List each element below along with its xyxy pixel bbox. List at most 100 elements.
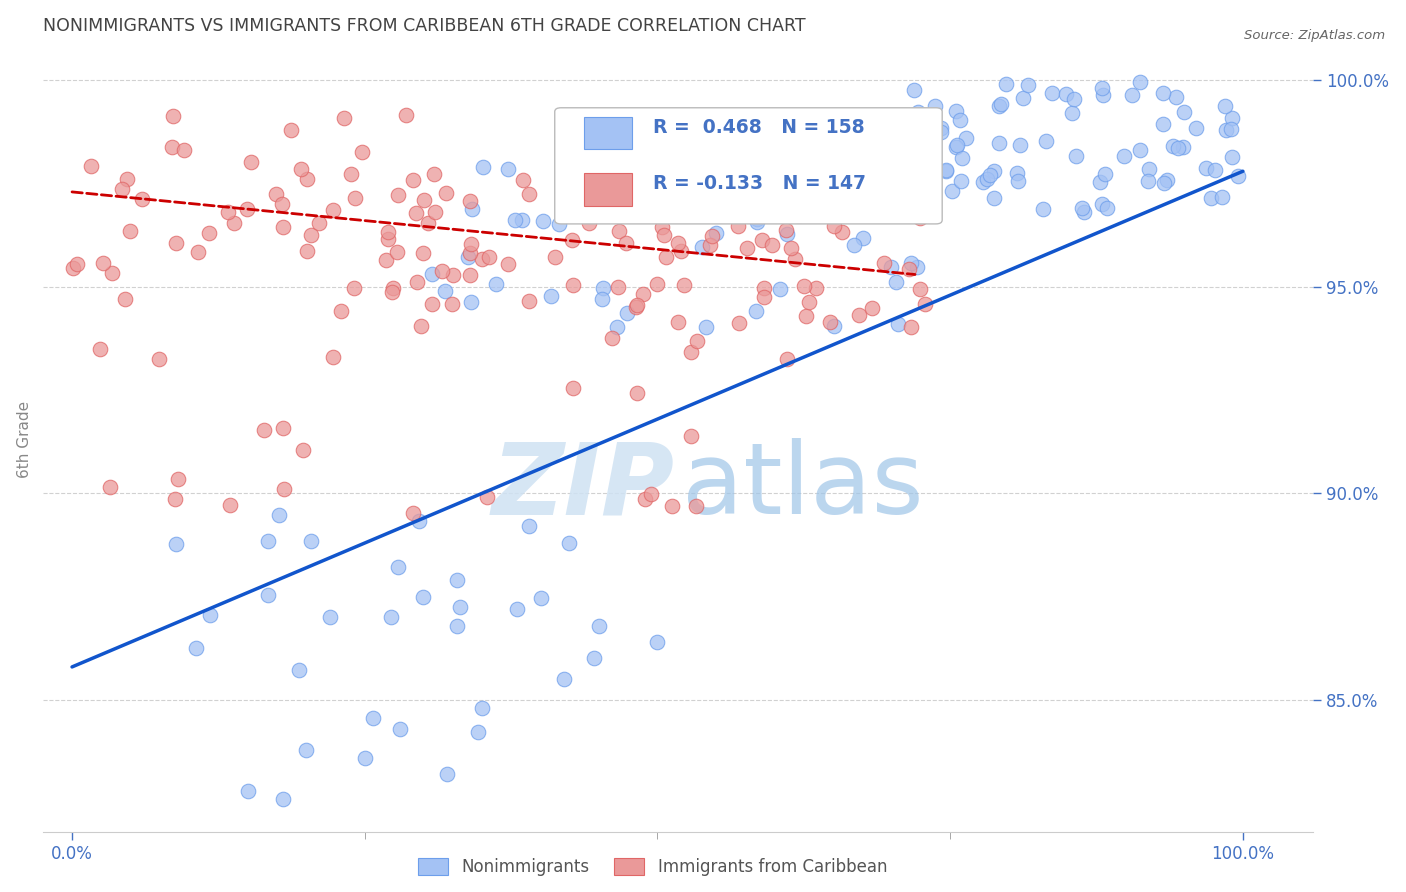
Point [1035, 134, 1057, 148]
Point [776, 352, 799, 367]
Point [596, 166, 619, 180]
Point [458, 194, 481, 208]
Point [679, 345, 702, 359]
Point [562, 277, 585, 292]
Point [1137, 161, 1160, 176]
Point [377, 232, 399, 246]
Point [848, 309, 870, 323]
Point [344, 191, 367, 205]
Text: ZIP: ZIP [491, 438, 673, 535]
Point [548, 217, 571, 231]
Point [1054, 87, 1077, 102]
Point [651, 219, 673, 234]
Point [921, 109, 943, 123]
Point [671, 244, 693, 258]
Point [901, 109, 924, 123]
Point [1136, 173, 1159, 187]
Point [852, 230, 875, 244]
Point [460, 236, 482, 251]
Point [685, 500, 707, 514]
Point [569, 207, 592, 221]
Point [1195, 161, 1218, 175]
Point [402, 173, 425, 187]
Point [583, 650, 606, 665]
Point [785, 252, 807, 267]
Point [111, 182, 134, 196]
Point [614, 236, 637, 251]
Point [616, 306, 638, 320]
Point [173, 143, 195, 157]
Point [186, 641, 208, 656]
Point [402, 506, 425, 520]
Point [1152, 86, 1174, 100]
Point [165, 537, 187, 551]
Point [318, 610, 340, 624]
Point [353, 751, 375, 765]
Point [240, 155, 263, 169]
Point [929, 121, 952, 136]
Point [395, 108, 418, 122]
Point [645, 277, 668, 292]
Point [728, 317, 751, 331]
Point [271, 219, 294, 234]
Point [387, 187, 409, 202]
Text: NONIMMIGRANTS VS IMMIGRANTS FROM CARIBBEAN 6TH GRADE CORRELATION CHART: NONIMMIGRANTS VS IMMIGRANTS FROM CARIBBE… [42, 17, 806, 35]
Point [1129, 75, 1152, 89]
Point [257, 533, 280, 548]
Point [382, 280, 405, 294]
Point [752, 181, 775, 195]
Point [1094, 167, 1116, 181]
Point [990, 97, 1012, 112]
Point [388, 722, 411, 736]
Point [1091, 88, 1114, 103]
Point [380, 610, 402, 624]
Point [1010, 138, 1032, 153]
Point [751, 168, 773, 182]
Point [1007, 174, 1029, 188]
Point [1063, 92, 1085, 106]
Point [799, 295, 821, 310]
Point [257, 588, 280, 602]
Point [1185, 121, 1208, 136]
Point [167, 472, 190, 486]
Point [702, 229, 724, 244]
Point [485, 277, 508, 292]
Point [517, 294, 540, 309]
Point [907, 199, 929, 213]
Point [661, 499, 683, 513]
Point [1211, 190, 1233, 204]
Point [405, 206, 427, 220]
Point [652, 228, 675, 243]
Point [640, 487, 662, 501]
Point [503, 212, 526, 227]
Point [1040, 86, 1063, 100]
Point [430, 264, 453, 278]
Point [219, 499, 242, 513]
Point [737, 242, 759, 256]
Point [496, 257, 519, 271]
Point [1121, 87, 1143, 102]
Point [165, 236, 187, 251]
Point [915, 181, 938, 195]
Point [558, 536, 581, 550]
Point [884, 169, 907, 184]
Point [436, 767, 458, 781]
Point [796, 309, 818, 323]
Point [626, 386, 648, 401]
Point [631, 287, 654, 301]
Point [89, 342, 111, 356]
Point [530, 591, 553, 605]
Point [794, 163, 817, 178]
Point [1114, 149, 1136, 163]
Point [1032, 202, 1054, 217]
Point [322, 351, 344, 365]
Point [295, 244, 318, 259]
Point [941, 184, 963, 198]
Point [1171, 140, 1194, 154]
Point [668, 235, 690, 250]
Point [914, 297, 936, 311]
Point [900, 256, 922, 270]
Point [1064, 149, 1087, 163]
Point [562, 381, 585, 395]
Point [1071, 201, 1094, 215]
